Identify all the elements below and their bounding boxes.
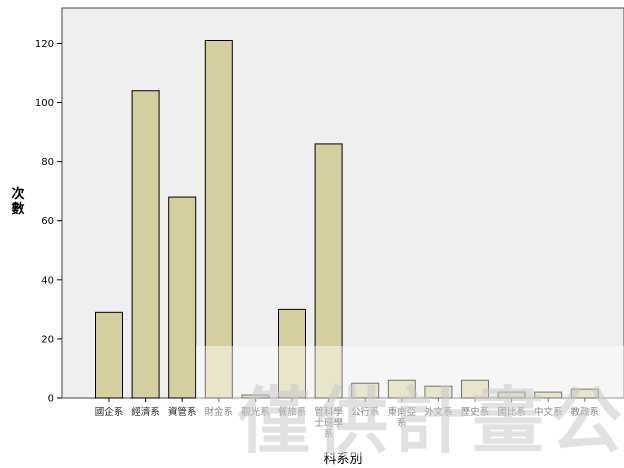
x-tick-label: 觀光系	[241, 406, 270, 418]
x-tick-label: 系	[397, 418, 407, 429]
x-tick-label: 餐旅系	[278, 406, 307, 418]
x-tick-label: 東南亞	[388, 406, 417, 418]
x-tick-label: 外文系	[424, 406, 453, 418]
bar-資管系	[168, 196, 197, 399]
y-tick-label: 120	[35, 39, 54, 50]
x-tick-label: 國企系	[95, 406, 124, 418]
y-tick-label: 60	[41, 216, 54, 227]
bars	[95, 40, 599, 399]
bar-財金系	[204, 40, 233, 399]
svg-text:次: 次	[11, 186, 24, 202]
bar-經濟系	[131, 90, 160, 399]
y-tick-label: 40	[41, 275, 54, 286]
x-tick-label: 中文系	[534, 406, 563, 418]
y-axis: 0 20 40 60 80 100 120	[35, 39, 62, 405]
watermark-backdrop	[196, 346, 624, 456]
watermark-text: 僅供計畫公	[237, 379, 624, 463]
x-tick-label: 教政系	[571, 406, 600, 418]
bar-國企系	[95, 311, 123, 399]
x-tick-label: 歷史系	[461, 406, 490, 418]
x-tick-label: 國比系	[497, 406, 526, 418]
bar-餐旅系	[278, 308, 306, 399]
x-tick-label: 士班學	[314, 417, 343, 429]
x-tick-label: 系	[324, 429, 334, 440]
x-tick-label: 資管系	[168, 406, 197, 418]
y-tick-label: 80	[41, 157, 54, 168]
x-tick-label: 公行系	[351, 406, 380, 418]
x-axis-label: 科系別	[323, 452, 362, 467]
bar-管科學士班學系	[314, 143, 343, 399]
y-tick-label: 20	[41, 334, 54, 345]
x-tick-label: 經濟系	[131, 406, 160, 418]
x-tick-label: 管科學	[314, 406, 343, 418]
y-tick-label: 0	[48, 394, 54, 405]
y-tick-label: 100	[35, 98, 54, 109]
svg-text:數: 數	[11, 201, 24, 217]
y-axis-label: 次 數	[11, 186, 24, 217]
x-tick-label: 財金系	[205, 406, 234, 418]
